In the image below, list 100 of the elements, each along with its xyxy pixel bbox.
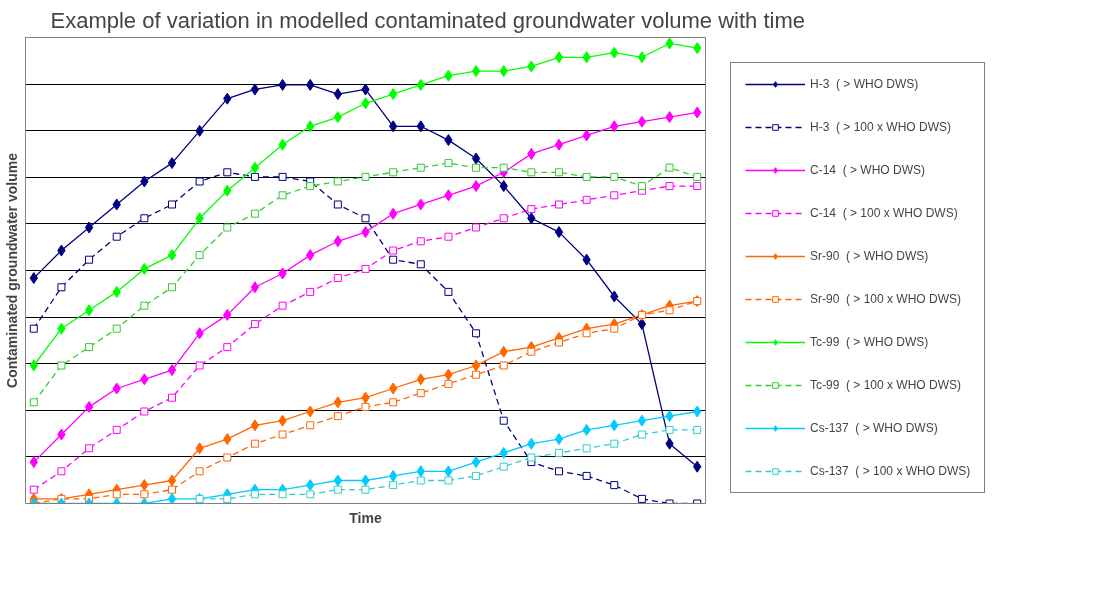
point bbox=[555, 200, 563, 209]
point bbox=[389, 255, 398, 264]
point bbox=[57, 283, 66, 292]
point bbox=[167, 492, 177, 504]
point bbox=[361, 172, 370, 181]
legend-label: Sr-90 ( > WHO DWS) bbox=[810, 249, 929, 263]
point bbox=[554, 138, 564, 151]
point bbox=[278, 430, 287, 439]
point bbox=[361, 402, 370, 411]
point bbox=[333, 200, 342, 209]
point bbox=[499, 214, 508, 223]
point bbox=[637, 182, 646, 191]
point bbox=[250, 439, 259, 448]
point bbox=[29, 324, 38, 333]
point bbox=[84, 400, 94, 413]
point bbox=[416, 260, 425, 269]
point bbox=[167, 474, 177, 487]
point bbox=[610, 324, 619, 333]
point bbox=[637, 414, 647, 427]
point bbox=[278, 191, 287, 200]
point bbox=[472, 329, 481, 338]
point bbox=[637, 115, 647, 128]
point bbox=[499, 163, 508, 172]
point bbox=[167, 249, 177, 262]
point bbox=[306, 490, 315, 499]
point bbox=[333, 111, 343, 124]
point bbox=[223, 223, 232, 232]
point bbox=[693, 425, 702, 434]
point bbox=[333, 396, 343, 409]
point bbox=[499, 361, 508, 370]
point bbox=[333, 274, 342, 283]
point bbox=[388, 207, 398, 220]
point bbox=[112, 324, 121, 333]
point bbox=[554, 226, 564, 239]
point bbox=[223, 494, 232, 503]
point bbox=[693, 172, 702, 181]
point bbox=[333, 177, 342, 186]
point bbox=[637, 494, 646, 503]
point bbox=[57, 361, 66, 370]
point bbox=[637, 318, 647, 331]
point bbox=[195, 177, 204, 186]
x-axis-title: Time bbox=[349, 509, 382, 526]
point bbox=[57, 467, 66, 476]
point bbox=[472, 163, 481, 172]
point bbox=[444, 476, 453, 485]
point bbox=[112, 232, 121, 241]
point bbox=[85, 444, 94, 453]
point bbox=[333, 474, 343, 487]
legend-label: C-14 ( > 100 x WHO DWS) bbox=[810, 206, 958, 220]
point bbox=[471, 152, 481, 165]
point bbox=[388, 120, 398, 133]
point bbox=[84, 221, 94, 234]
point bbox=[306, 287, 315, 296]
point bbox=[223, 343, 232, 352]
point bbox=[140, 301, 149, 310]
point bbox=[444, 379, 453, 388]
point bbox=[555, 168, 563, 177]
point bbox=[167, 364, 177, 377]
point bbox=[84, 304, 94, 317]
point bbox=[693, 182, 702, 191]
point bbox=[389, 398, 398, 407]
point bbox=[29, 398, 38, 407]
point bbox=[333, 235, 343, 248]
point bbox=[85, 255, 94, 264]
point bbox=[499, 462, 508, 471]
point bbox=[85, 343, 94, 352]
legend-label: Cs-137 ( > WHO DWS) bbox=[810, 421, 938, 435]
point bbox=[306, 421, 315, 430]
point bbox=[250, 490, 259, 499]
point bbox=[416, 389, 425, 398]
point bbox=[223, 168, 232, 177]
point bbox=[555, 448, 563, 457]
point bbox=[250, 172, 259, 181]
point bbox=[250, 209, 259, 218]
point bbox=[416, 163, 425, 172]
legend-label: H-3 ( > 100 x WHO DWS) bbox=[810, 120, 952, 134]
point bbox=[223, 453, 232, 462]
point bbox=[444, 159, 453, 168]
point bbox=[195, 361, 204, 370]
legend-label: Tc-99 ( > 100 x WHO DWS) bbox=[810, 378, 962, 392]
point bbox=[361, 264, 370, 273]
point bbox=[472, 370, 481, 379]
chart-title: Example of variation in modelled contaminated groundwater volume with time bbox=[50, 7, 805, 33]
point bbox=[554, 51, 564, 64]
point bbox=[527, 168, 536, 177]
point bbox=[388, 469, 398, 482]
point bbox=[389, 168, 398, 177]
point bbox=[582, 329, 591, 338]
point bbox=[140, 490, 149, 499]
point bbox=[665, 425, 674, 434]
point bbox=[278, 490, 287, 499]
point bbox=[361, 214, 370, 223]
point bbox=[471, 65, 481, 78]
point bbox=[555, 467, 563, 476]
point bbox=[361, 485, 370, 494]
point bbox=[195, 251, 204, 260]
point bbox=[554, 433, 564, 446]
point bbox=[471, 180, 481, 193]
legend-label: H-3 ( > WHO DWS) bbox=[810, 77, 919, 91]
point bbox=[278, 301, 287, 310]
